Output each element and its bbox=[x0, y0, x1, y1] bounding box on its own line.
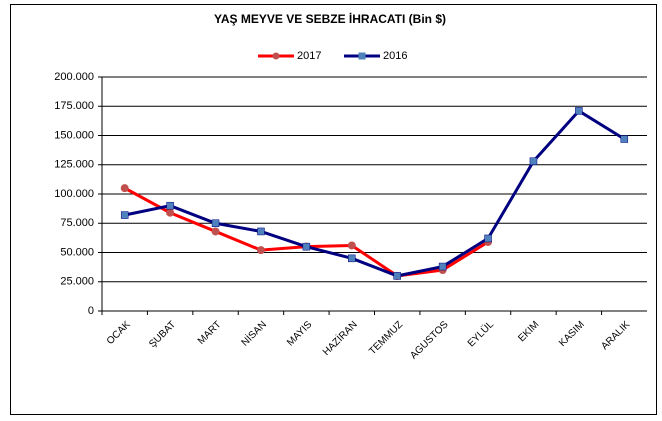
marker bbox=[302, 242, 311, 251]
marker bbox=[484, 234, 492, 243]
y-tick-label: 200.000 bbox=[54, 71, 94, 83]
chart-title: YAŞ MEYVE VE SEBZE İHRACATI (Bin $) bbox=[214, 11, 446, 26]
y-tick-label: 150.000 bbox=[54, 129, 94, 141]
y-tick-label: 75.000 bbox=[60, 217, 94, 229]
legend-marker bbox=[272, 52, 280, 60]
y-tick-label: 0 bbox=[88, 305, 94, 317]
y-tick-label: 100.000 bbox=[54, 188, 94, 200]
y-tick-label: 50.000 bbox=[60, 246, 94, 258]
marker bbox=[575, 107, 583, 115]
marker bbox=[120, 184, 129, 193]
marker bbox=[166, 208, 175, 217]
y-tick-label: 125.000 bbox=[54, 159, 94, 171]
marker bbox=[257, 227, 265, 236]
chart-frame bbox=[10, 4, 657, 415]
marker bbox=[256, 246, 265, 255]
y-tick-label: 25.000 bbox=[60, 276, 94, 288]
marker bbox=[211, 227, 220, 236]
legend-label: 2016 bbox=[383, 50, 407, 62]
legend-label: 2017 bbox=[297, 50, 321, 62]
marker bbox=[620, 135, 629, 143]
marker bbox=[438, 262, 447, 271]
marker bbox=[211, 219, 220, 227]
y-tick-label: 175.000 bbox=[54, 100, 94, 112]
marker bbox=[347, 241, 356, 250]
marker bbox=[348, 254, 356, 263]
marker bbox=[529, 157, 538, 165]
marker bbox=[166, 201, 174, 210]
marker bbox=[120, 211, 129, 219]
marker bbox=[393, 272, 401, 280]
legend-marker bbox=[358, 52, 366, 60]
series-line bbox=[124, 108, 626, 278]
